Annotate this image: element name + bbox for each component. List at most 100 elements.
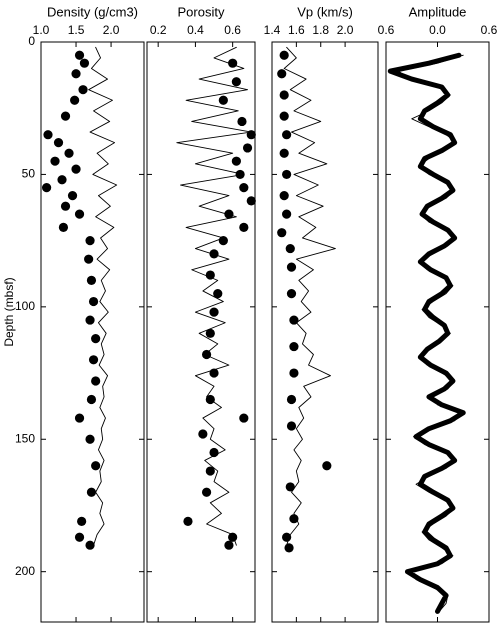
core-sample — [282, 209, 292, 219]
core-sample — [91, 461, 101, 471]
core-sample — [205, 270, 215, 280]
y-tick-label: 100 — [15, 299, 35, 313]
core-sample — [218, 236, 228, 246]
core-sample — [85, 315, 95, 325]
panel-frame — [271, 41, 379, 623]
core-sample — [88, 355, 99, 365]
core-sample — [86, 275, 97, 285]
core-sample — [74, 532, 85, 542]
x-tick-label: 0.6 — [378, 23, 395, 37]
core-sample — [242, 143, 253, 153]
core-sample — [239, 183, 249, 193]
core-sample — [86, 487, 97, 497]
core-sample — [209, 447, 219, 458]
core-sample — [289, 315, 299, 325]
core-sample — [289, 341, 299, 352]
y-tick-label: 200 — [15, 564, 35, 578]
core-sample — [42, 183, 52, 193]
core-sample — [284, 543, 294, 553]
core-sample — [85, 434, 95, 444]
panel-title: Density (g/cm3) — [47, 4, 138, 19]
core-sample — [279, 111, 289, 121]
core-sample — [277, 69, 287, 79]
log-trace — [283, 46, 336, 546]
core-sample — [289, 368, 299, 378]
core-sample — [224, 209, 234, 219]
core-sample — [85, 540, 95, 550]
core-sample — [282, 532, 292, 542]
core-sample — [286, 288, 297, 299]
panel-frame — [40, 41, 145, 623]
core-sample — [235, 169, 245, 180]
core-sample — [218, 95, 228, 105]
core-sample — [279, 191, 289, 201]
core-sample — [74, 209, 85, 219]
core-sample — [279, 90, 289, 100]
core-sample — [224, 540, 234, 550]
core-sample — [205, 466, 215, 476]
core-sample — [209, 368, 219, 378]
core-sample — [198, 429, 208, 439]
core-sample — [91, 376, 101, 386]
core-sample — [213, 288, 223, 299]
x-tick-label: 1.6 — [288, 23, 305, 37]
core-sample — [86, 394, 97, 405]
core-sample — [50, 156, 60, 166]
core-sample — [64, 148, 74, 158]
core-sample — [70, 95, 80, 105]
x-tick-label: 1.4 — [264, 23, 281, 37]
core-sample — [239, 222, 249, 232]
panel-title: Vp (km/s) — [297, 4, 353, 19]
y-tick-label: 50 — [22, 167, 36, 181]
core-sample — [286, 421, 297, 431]
core-sample — [71, 69, 81, 79]
y-tick-label: 150 — [15, 431, 35, 445]
synthetic-trace — [387, 52, 466, 614]
core-sample — [209, 307, 219, 317]
core-sample — [228, 58, 238, 68]
x-tick-label: 1.0 — [33, 23, 50, 37]
core-sample — [88, 296, 99, 307]
y-tick-label: 0 — [28, 34, 35, 48]
core-sample — [57, 175, 67, 185]
core-sample — [239, 413, 249, 423]
core-sample — [60, 111, 71, 121]
log-trace — [88, 46, 118, 546]
core-sample — [277, 228, 287, 238]
core-sample — [246, 130, 256, 140]
panel-title: Porosity — [178, 4, 225, 19]
core-sample — [84, 254, 94, 264]
core-sample — [205, 394, 215, 405]
core-sample — [237, 116, 247, 127]
core-sample — [228, 532, 238, 542]
x-tick-label: 0.4 — [187, 23, 204, 37]
core-sample — [53, 138, 64, 148]
x-tick-label: 0.6 — [481, 23, 498, 37]
x-tick-label: 2.0 — [337, 23, 354, 37]
core-sample — [279, 148, 289, 158]
x-tick-label: 0.2 — [150, 23, 167, 37]
x-tick-label: 1.5 — [68, 23, 85, 37]
core-sample — [285, 243, 295, 254]
panel-frame — [146, 41, 256, 623]
core-sample — [322, 461, 332, 471]
core-sample — [205, 328, 215, 338]
core-sample — [43, 130, 53, 140]
core-sample — [77, 516, 87, 526]
core-sample — [285, 482, 295, 492]
core-sample — [78, 85, 88, 95]
core-sample — [91, 334, 101, 344]
core-sample — [231, 77, 241, 87]
core-sample — [289, 514, 299, 524]
core-sample — [183, 516, 193, 526]
core-sample — [231, 156, 241, 166]
y-axis-label: Depth (mbsf) — [2, 277, 16, 346]
core-sample — [246, 196, 256, 206]
core-sample — [279, 50, 289, 60]
core-sample — [60, 201, 71, 211]
core-sample — [286, 262, 297, 272]
x-tick-label: 1.8 — [312, 23, 329, 37]
panel-title: Amplitude — [409, 4, 467, 19]
core-sample — [85, 236, 95, 246]
